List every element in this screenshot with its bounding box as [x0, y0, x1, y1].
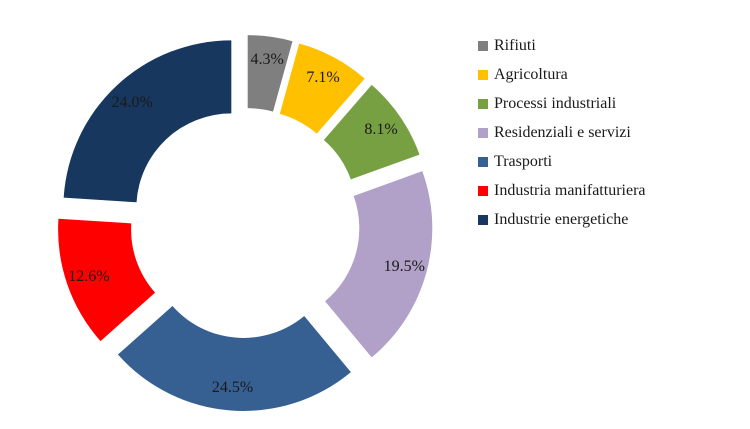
legend-item-residenziali-e-servizi: Residenziali e servizi	[478, 118, 646, 147]
legend-swatch	[478, 185, 488, 196]
value-label-rifiuti: 4.3%	[251, 51, 284, 68]
legend-label: Agricoltura	[494, 65, 568, 83]
legend-swatch	[478, 40, 488, 51]
legend-label: Industrie energetiche	[494, 210, 629, 228]
chart-legend: Rifiuti Agricoltura Processi industriali Re…	[478, 31, 646, 234]
legend-label: Residenziali e servizi	[494, 123, 631, 141]
donut-slices	[58, 35, 433, 411]
slice-residenziali-e-servizi	[325, 171, 433, 358]
legend-swatch	[478, 214, 488, 225]
legend-item-industrie-energetiche: Industrie energetiche	[478, 205, 646, 234]
value-label-residenziali-e-servizi: 19.5%	[384, 258, 425, 275]
legend-item-industria-manifatturiera: Industria manifatturiera	[478, 176, 646, 205]
donut-value-labels: 4.3% 7.1% 8.1% 19.5% 24.5% 12.6% 24.0%	[68, 51, 425, 396]
legend-item-agricoltura: Agricoltura	[478, 60, 646, 89]
value-label-industrie-energetiche: 24.0%	[111, 94, 152, 111]
legend-swatch	[478, 98, 488, 109]
slice-trasporti	[117, 306, 351, 411]
legend-label: Industria manifatturiera	[494, 181, 646, 199]
legend-label: Processi industriali	[494, 94, 617, 112]
slice-processi-industriali	[323, 84, 420, 180]
legend-item-trasporti: Trasporti	[478, 147, 646, 176]
value-label-industria-manifatturiera: 12.6%	[68, 268, 109, 285]
legend-item-processi-industriali: Processi industriali	[478, 89, 646, 118]
value-label-agricoltura: 7.1%	[306, 69, 339, 86]
legend-swatch	[478, 127, 488, 138]
legend-label: Trasporti	[494, 152, 553, 170]
value-label-trasporti: 24.5%	[212, 379, 253, 396]
legend-label: Rifiuti	[494, 36, 536, 54]
legend-item-rifiuti: Rifiuti	[478, 31, 646, 60]
legend-swatch	[478, 156, 488, 167]
value-label-processi-industriali: 8.1%	[364, 121, 397, 138]
slice-rifiuti	[247, 35, 293, 112]
slice-industria-manifatturiera	[58, 218, 156, 342]
slice-agricoltura	[279, 43, 365, 134]
slice-industrie-energetiche	[63, 40, 232, 203]
legend-swatch	[478, 69, 488, 80]
